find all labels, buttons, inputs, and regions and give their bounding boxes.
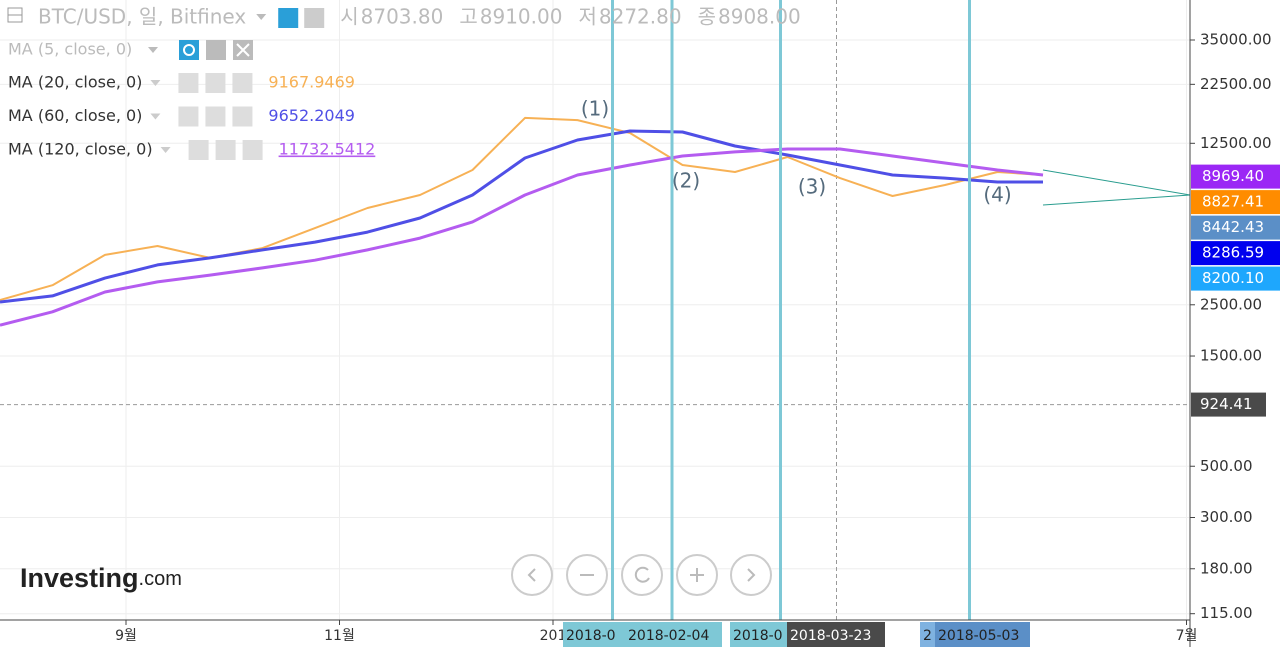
date-marker-box (730, 622, 790, 647)
date-marker-label: 2018-03-23 (790, 628, 871, 644)
dropdown[interactable] (150, 113, 161, 120)
reset[interactable] (621, 554, 663, 596)
remove-icon[interactable] (232, 106, 253, 127)
symbol: BTC/USD, 일, Bitfinex (38, 5, 246, 29)
scroll-right[interactable] (730, 554, 772, 596)
remove-icon[interactable] (232, 73, 253, 93)
grid (0, 0, 1190, 620)
price-label-box (1191, 190, 1280, 215)
indicator-name: MA (5, close, 0) (8, 40, 132, 59)
scroll-left[interactable] (511, 554, 553, 596)
logo: Investing.com (20, 563, 182, 593)
y-tick-label: 300.00 (1200, 508, 1253, 526)
nav-icons (527, 566, 756, 583)
crosshair-y-box (1191, 392, 1266, 417)
x-tick-label: 11월 (324, 628, 355, 644)
dropdown[interactable] (148, 47, 158, 53)
y-tick-label: 2500.00 (1200, 295, 1262, 313)
legend-value: 9652.2049 (268, 106, 355, 125)
crosshair-y-label: 924.41 (1200, 395, 1253, 413)
settings-icon[interactable] (205, 106, 226, 127)
ohlc-value: 8272.80 (599, 5, 682, 29)
ohlc-label: 시 (340, 5, 358, 29)
legend-value: 9167.9469 (268, 73, 355, 92)
y-tick-label: 22500.00 (1200, 75, 1272, 93)
ohlc-label: 고 (459, 5, 477, 29)
y-tick-label: 500.00 (1200, 457, 1253, 475)
eye-icon[interactable] (178, 106, 199, 127)
nav-buttons (511, 554, 772, 596)
legend-value: 11732.5412 (279, 140, 376, 159)
price-label: 8442.43 (1202, 218, 1264, 236)
annotation: (2) (672, 169, 700, 193)
eye-icon[interactable] (188, 140, 209, 160)
settings-icon[interactable] (304, 8, 325, 28)
guide-line (1042, 194, 1191, 206)
ma-line (0, 147, 1044, 327)
annotation: (3) (798, 174, 826, 198)
ohlc-value: 8908.00 (718, 5, 801, 29)
logo-brand: Investing (20, 563, 139, 593)
date-marker-label: 2 (923, 628, 932, 644)
price-label-box (1191, 266, 1280, 291)
guide-line (1042, 169, 1191, 196)
ma-line (0, 116, 1044, 302)
date-marker-box (563, 622, 625, 647)
price-label-box (1191, 215, 1280, 240)
settings-icon[interactable] (205, 73, 226, 93)
remove-icon (236, 43, 250, 57)
ma-line (0, 129, 1043, 304)
date-marker-label: 2018-0 (566, 628, 616, 644)
date-marker-box (787, 622, 885, 647)
price-label: 8827.41 (1202, 193, 1264, 211)
date-marker-label: 2018-05-03 (938, 628, 1019, 644)
ohlc-label: 종 (698, 5, 716, 29)
price-label: 8200.10 (1202, 269, 1264, 287)
date-marker-box (935, 622, 1030, 647)
price-label-box (1191, 164, 1280, 189)
ohlc-value: 8910.00 (480, 5, 563, 29)
remove-icon[interactable] (242, 140, 263, 160)
settings-icon[interactable] (215, 140, 236, 160)
legend-name: MA (60, close, 0) (8, 106, 142, 125)
logo-suffix: .com (139, 568, 182, 590)
y-tick-label: 115.00 (1200, 604, 1253, 622)
eye-icon[interactable] (278, 8, 299, 28)
y-tick-label: 1500.00 (1200, 347, 1262, 365)
annotation: (1) (581, 97, 609, 121)
plot (0, 0, 1044, 620)
date-marker-box (625, 622, 722, 647)
legend-name: MA (20, close, 0) (8, 73, 142, 92)
annotation: (4) (983, 183, 1011, 207)
price-label: 8969.40 (1202, 167, 1264, 185)
dropdown[interactable] (256, 14, 267, 20)
dropdown[interactable] (160, 147, 171, 153)
x-tick-label: 9월 (115, 628, 137, 644)
ohlc-value: 8703.80 (361, 5, 444, 29)
price-label: 8286.59 (1202, 244, 1264, 262)
y-tick-label: 12500.00 (1200, 134, 1272, 152)
x-tick-label: 7월 (1176, 628, 1198, 644)
eye-icon[interactable] (179, 40, 199, 60)
legend-name: MA (120, close, 0) (8, 140, 153, 159)
dropdown[interactable] (150, 80, 161, 86)
date-marker-label: 2018-02-04 (628, 628, 709, 644)
date-marker-label: 2018-0 (733, 628, 783, 644)
date-marker-box (920, 622, 936, 647)
y-tick-label: 180.00 (1200, 559, 1253, 577)
eye-icon (183, 44, 195, 56)
settings-icon[interactable] (206, 40, 226, 60)
ohlc-label: 저 (578, 5, 596, 29)
price-label-box (1191, 241, 1280, 266)
eye-icon[interactable] (178, 73, 199, 93)
x-tick-label: 201 (540, 628, 567, 644)
y-tick-label: 35000.00 (1200, 31, 1272, 49)
